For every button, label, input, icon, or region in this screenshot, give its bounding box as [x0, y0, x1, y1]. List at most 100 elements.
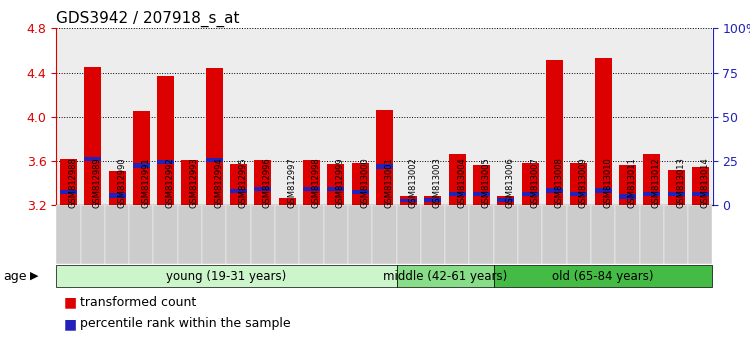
Text: GSM812994: GSM812994: [214, 158, 223, 208]
Text: GSM813010: GSM813010: [603, 158, 612, 208]
Text: ▶: ▶: [30, 271, 38, 281]
Bar: [470, 28, 494, 205]
Text: old (65-84 years): old (65-84 years): [552, 270, 654, 282]
Bar: [546, 61, 563, 205]
Bar: [376, 110, 393, 205]
Bar: [522, 192, 538, 196]
Bar: [448, 154, 466, 205]
Bar: [254, 187, 272, 191]
Text: GSM812995: GSM812995: [238, 158, 248, 208]
Bar: [542, 205, 567, 264]
Text: GSM812993: GSM812993: [190, 158, 199, 208]
Text: GSM813012: GSM813012: [652, 158, 661, 208]
Bar: [494, 205, 518, 264]
Bar: [619, 165, 636, 205]
Bar: [109, 171, 125, 205]
Bar: [400, 196, 417, 205]
Bar: [595, 188, 612, 193]
Bar: [206, 68, 223, 205]
Text: GSM813005: GSM813005: [482, 158, 490, 208]
Bar: [230, 189, 247, 193]
Bar: [348, 28, 372, 205]
Bar: [664, 205, 688, 264]
Bar: [522, 163, 538, 205]
Text: GSM813007: GSM813007: [530, 158, 539, 208]
Bar: [494, 28, 518, 205]
Bar: [275, 205, 299, 264]
Bar: [299, 205, 323, 264]
Bar: [56, 205, 80, 264]
Text: GSM812992: GSM812992: [166, 158, 175, 208]
Bar: [133, 111, 150, 205]
Bar: [692, 167, 709, 205]
Bar: [448, 192, 466, 196]
Bar: [60, 159, 77, 205]
Bar: [542, 28, 567, 205]
Bar: [323, 28, 348, 205]
Bar: [84, 156, 101, 161]
Bar: [397, 205, 421, 264]
Bar: [497, 196, 514, 205]
Text: GDS3942 / 207918_s_at: GDS3942 / 207918_s_at: [56, 11, 240, 27]
Bar: [640, 205, 664, 264]
Bar: [664, 28, 688, 205]
Text: GSM813011: GSM813011: [628, 158, 637, 208]
Bar: [424, 198, 442, 202]
Bar: [154, 205, 178, 264]
Bar: [84, 67, 101, 205]
Bar: [470, 205, 494, 264]
Bar: [376, 164, 393, 169]
Text: GSM812988: GSM812988: [68, 158, 77, 208]
Bar: [129, 28, 154, 205]
Bar: [348, 205, 372, 264]
Bar: [619, 194, 636, 199]
Bar: [202, 28, 226, 205]
Bar: [303, 160, 320, 205]
Text: GSM813013: GSM813013: [676, 158, 685, 208]
Bar: [688, 28, 712, 205]
Bar: [688, 205, 712, 264]
Bar: [251, 28, 275, 205]
Bar: [80, 205, 105, 264]
Bar: [497, 198, 514, 202]
Bar: [615, 205, 640, 264]
Bar: [494, 265, 712, 287]
Bar: [254, 160, 272, 205]
Bar: [226, 28, 251, 205]
Bar: [372, 28, 397, 205]
Bar: [400, 199, 417, 202]
Bar: [323, 205, 348, 264]
Text: GSM812999: GSM812999: [336, 158, 345, 208]
Text: GSM813009: GSM813009: [579, 158, 588, 208]
Bar: [56, 28, 80, 205]
Bar: [570, 192, 587, 196]
Bar: [518, 28, 542, 205]
Bar: [178, 28, 202, 205]
Text: GSM813008: GSM813008: [554, 158, 563, 208]
Text: GSM812989: GSM812989: [93, 158, 102, 208]
Bar: [327, 187, 344, 191]
Bar: [668, 192, 685, 196]
Bar: [226, 205, 251, 264]
Bar: [473, 192, 490, 196]
Bar: [421, 28, 446, 205]
Bar: [352, 190, 368, 194]
Bar: [129, 205, 154, 264]
Bar: [352, 163, 368, 205]
Bar: [154, 28, 178, 205]
Bar: [299, 28, 323, 205]
Bar: [56, 265, 397, 287]
Bar: [230, 164, 247, 205]
Bar: [279, 198, 296, 205]
Bar: [327, 164, 344, 205]
Text: GSM812996: GSM812996: [262, 158, 272, 208]
Text: GSM813000: GSM813000: [360, 158, 369, 208]
Bar: [570, 163, 587, 205]
Bar: [182, 160, 199, 205]
Text: GSM813002: GSM813002: [409, 158, 418, 208]
Bar: [157, 76, 174, 205]
Text: age: age: [4, 270, 27, 282]
Bar: [372, 205, 397, 264]
Bar: [644, 192, 660, 196]
Bar: [591, 205, 615, 264]
